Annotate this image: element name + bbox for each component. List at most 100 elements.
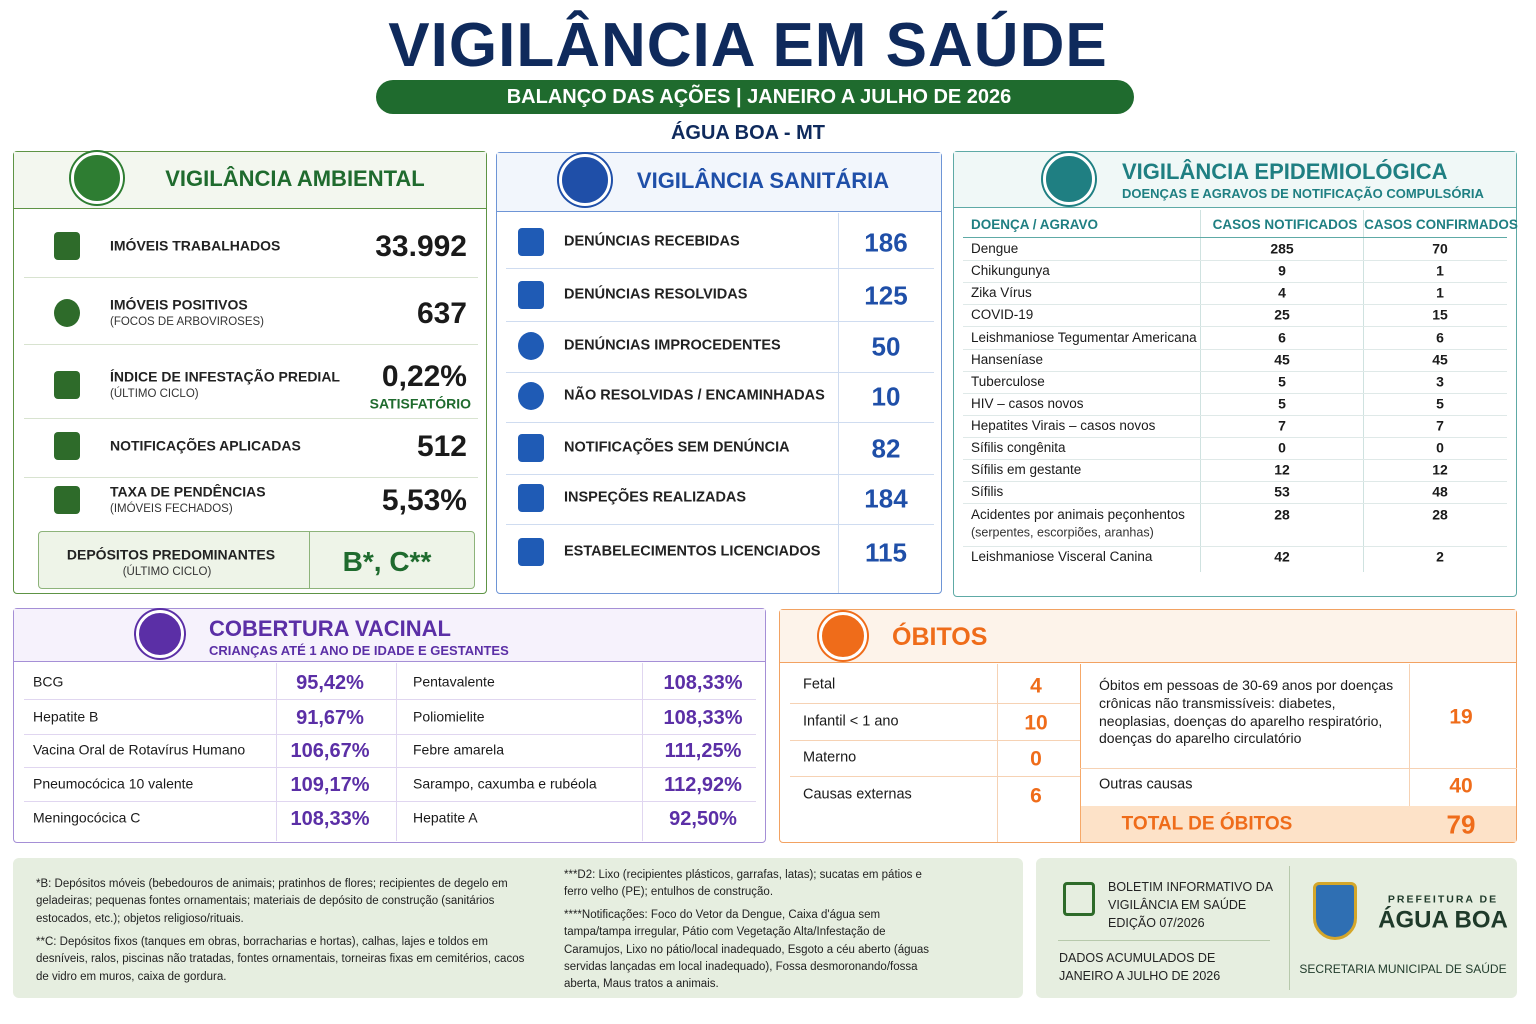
confirmed-value: 5 [1436, 395, 1444, 412]
divider [24, 277, 478, 278]
panel-epidemiologica [953, 151, 1517, 597]
item-label: IMÓVEIS POSITIVOS [110, 296, 248, 313]
divider [506, 422, 934, 423]
death-category: Fetal [803, 676, 836, 693]
row-icon [518, 281, 544, 309]
shield-icon [559, 154, 611, 206]
divider [396, 699, 756, 700]
divider [963, 415, 1507, 416]
divider [1080, 664, 1081, 842]
vaccine-coverage: 109,17% [290, 774, 370, 796]
divider [24, 477, 478, 478]
divider [24, 767, 396, 768]
notified-value: 53 [1274, 483, 1290, 500]
divider [963, 371, 1507, 372]
vaccine-coverage: 92,50% [669, 808, 737, 830]
total-row [1081, 806, 1516, 842]
divider [24, 699, 396, 700]
divider [963, 546, 1507, 547]
confirmed-value: 28 [1432, 506, 1448, 523]
bulletin-info: BOLETIM INFORMATIVO DA VIGILÂNCIA EM SAÚ… [1108, 880, 1273, 930]
row-icon [518, 434, 544, 462]
panel-subtitle: CRIANÇAS ATÉ 1 ANO DE IDADE E GESTANTES [209, 643, 509, 659]
disease-name: Hepatites Virais – casos novos [971, 417, 1156, 433]
notified-value: 7 [1278, 417, 1286, 434]
confirmed-value: 48 [1432, 483, 1448, 500]
vaccine-coverage: 95,42% [296, 672, 364, 694]
death-category: Materno [803, 749, 857, 766]
divider [24, 344, 478, 345]
vaccine-name: Hepatite A [413, 809, 478, 826]
divider [506, 321, 934, 322]
item-value: 33.992 [375, 230, 467, 263]
deposits-value: B*, C** [342, 546, 432, 578]
panel-vacinal [13, 608, 766, 843]
item-label: DENÚNCIAS RECEBIDAS [564, 233, 740, 250]
item-label: DENÚNCIAS IMPROCEDENTES [564, 337, 781, 354]
vaccine-coverage: 91,67% [296, 707, 364, 729]
item-value: 186 [864, 227, 908, 258]
divider [963, 349, 1507, 350]
death-category: Causas externas [803, 786, 912, 803]
divider [1409, 664, 1410, 842]
item-status: SATISFATÓRIO [369, 395, 471, 412]
vaccine-shield-icon [136, 610, 184, 658]
disease-name: Hanseníase [971, 351, 1044, 367]
divider [24, 418, 478, 419]
item-note: (IMÓVEIS FECHADOS) [110, 503, 233, 516]
bulletin-box [1036, 858, 1517, 998]
divider [396, 767, 756, 768]
confirmed-value: 7 [1436, 417, 1444, 434]
row-icon [518, 382, 544, 410]
item-label: INSPEÇÕES REALIZADAS [564, 489, 747, 506]
confirmed-value: 70 [1432, 240, 1448, 257]
item-value: 637 [416, 297, 467, 330]
divider [506, 268, 934, 269]
accumulated-info: DADOS ACUMULADOS DE JANEIRO A JULHO DE 2… [1059, 951, 1221, 984]
disease-name: Acidentes por animais peçonhentos [971, 506, 1185, 522]
divider [790, 776, 1080, 777]
divider [1289, 866, 1290, 990]
location: ÁGUA BOA - MT [670, 122, 826, 144]
divider [24, 734, 396, 735]
confirmed-value: 1 [1436, 284, 1444, 301]
row-icon [518, 484, 544, 512]
notified-value: 28 [1274, 506, 1290, 523]
notified-value: 0 [1278, 439, 1286, 456]
total-label: TOTAL DE ÓBITOS [1121, 813, 1293, 835]
divider [790, 740, 1080, 741]
divider [506, 474, 934, 475]
row-icon [518, 228, 544, 256]
panel-title: COBERTURA VACINAL [209, 615, 451, 641]
disease-name: Chikungunya [971, 262, 1050, 278]
divider [963, 260, 1507, 261]
item-value: 5,53% [381, 484, 467, 517]
deposits-label: DEPÓSITOS PREDOMINANTES [66, 546, 276, 563]
deposits-note: (ÚLTIMO CICLO) [122, 566, 212, 579]
item-label: ÍNDICE DE INFESTAÇÃO PREDIAL [110, 368, 340, 385]
divider [1080, 768, 1517, 769]
row-icon [54, 299, 80, 327]
panel-title: ÓBITOS [892, 623, 988, 651]
divider [963, 437, 1507, 438]
notified-value: 5 [1278, 395, 1286, 412]
divider [997, 664, 998, 842]
divider [396, 663, 397, 841]
death-category: Outras causas [1099, 776, 1193, 793]
divider [1058, 940, 1270, 941]
row-icon [518, 332, 544, 360]
divider [838, 213, 839, 593]
death-count: 4 [1030, 674, 1042, 698]
page-title: VIGILÂNCIA EM SAÚDE [388, 10, 1108, 80]
item-value: 82 [871, 433, 901, 464]
heartbeat-icon [819, 612, 867, 660]
coat-of-arms [1313, 882, 1357, 940]
vaccine-coverage: 112,92% [664, 774, 742, 796]
vaccine-name: Vacina Oral de Rotavírus Humano [33, 741, 246, 758]
panel-subtitle: DOENÇAS E AGRAVOS DE NOTIFICAÇÃO COMPULS… [1122, 186, 1484, 202]
item-value: 50 [871, 331, 901, 362]
confirmed-value: 1 [1436, 262, 1444, 279]
death-count: 40 [1449, 774, 1473, 798]
item-value: 184 [864, 483, 908, 514]
divider [506, 524, 934, 525]
